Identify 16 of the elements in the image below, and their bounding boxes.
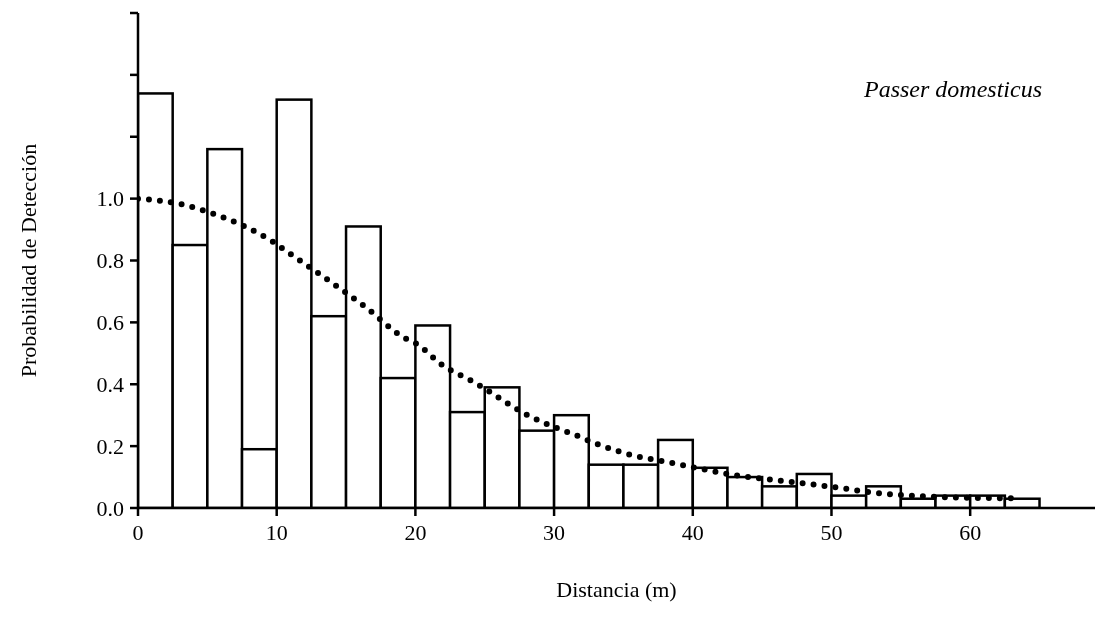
x-tick-label: 20 [404, 519, 427, 545]
y-tick-label: 0.2 [96, 433, 124, 459]
y-tick-label: 0.4 [96, 372, 124, 398]
x-tick-label: 10 [265, 519, 288, 545]
y-tick-label: 0.6 [96, 310, 124, 336]
y-tick-label: 1.0 [96, 186, 124, 212]
x-tick-label: 0 [132, 519, 144, 545]
x-tick-label: 30 [543, 519, 566, 545]
y-axis-title: Probabilidad de Detección [15, 143, 41, 378]
x-axis-title: Distancia (m) [556, 577, 677, 602]
x-tick-label: 60 [959, 519, 982, 545]
y-tick-label: 0.8 [96, 248, 124, 274]
y-tick-label: 0.0 [96, 495, 124, 521]
x-tick-label: 50 [820, 519, 843, 545]
annotation: Passer domesticus [864, 76, 1042, 103]
x-tick-label: 40 [681, 519, 704, 545]
